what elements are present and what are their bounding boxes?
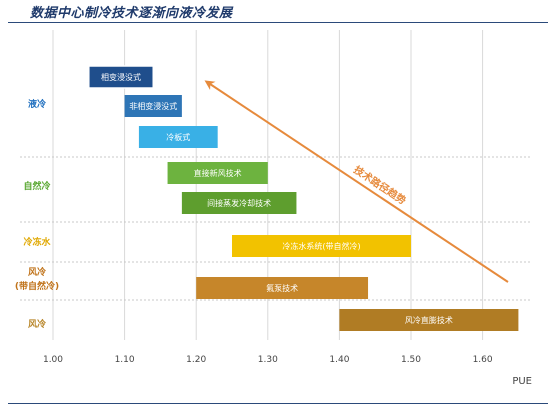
x-tick-label: 1.50 <box>401 355 421 365</box>
range-bar: 氟泵技术 <box>196 277 369 299</box>
range-bar-rect <box>124 95 182 117</box>
range-bar-rect <box>232 235 411 257</box>
range-bar-label: 直接新风技术 <box>194 168 242 178</box>
category-dividers <box>20 156 530 301</box>
x-tick-label: 1.20 <box>186 355 206 365</box>
category-label: 自然冷 <box>23 180 50 192</box>
range-bar: 冷冻水系统(带自然冷) <box>232 235 411 257</box>
x-tick-label: 1.40 <box>329 355 349 365</box>
x-tick-label: 1.60 <box>473 355 493 365</box>
range-bar-rect <box>339 309 519 331</box>
page-title: 数据中心制冷技术逐渐向液冷发展 <box>30 6 233 21</box>
range-bar: 相变浸没式 <box>88 65 154 89</box>
range-bar-rect <box>181 192 297 214</box>
range-bar: 直接新风技术 <box>167 162 268 184</box>
range-bar: 间接蒸发冷却技术 <box>181 192 297 214</box>
trend-arrow-label: 技术路径趋势 <box>351 163 408 207</box>
x-tick-label: 1.00 <box>43 355 63 365</box>
category-label: 风冷 <box>28 266 46 278</box>
range-bar-rect <box>196 277 369 299</box>
category-label: 冷冻水 <box>23 236 51 248</box>
range-bar-label: 风冷直膨技术 <box>405 315 453 325</box>
range-bar: 非相变浸没式 <box>124 95 182 117</box>
category-label: 液冷 <box>28 98 46 110</box>
x-tick-label: 1.30 <box>258 355 278 365</box>
range-bar-label: 非相变浸没式 <box>129 101 177 111</box>
range-bar-label: 相变浸没式 <box>101 72 141 82</box>
x-axis-title: PUE <box>512 376 532 387</box>
x-axis-ticks: 1.00 1.10 1.20 1.30 1.40 1.50 1.60 <box>43 355 493 365</box>
range-bar: 冷板式 <box>138 126 218 148</box>
category-label: 风冷 <box>28 318 46 330</box>
range-bar-rect <box>167 162 268 184</box>
range-bar-rect <box>138 126 218 148</box>
trend-arrow <box>204 80 509 283</box>
category-label: (带自然冷) <box>15 280 59 292</box>
title-divider <box>8 22 548 23</box>
range-bar-rect <box>88 65 154 89</box>
range-bar: 风冷直膨技术 <box>339 309 519 331</box>
bottom-divider <box>8 403 548 404</box>
x-tick-label: 1.10 <box>115 355 135 365</box>
range-bar-label: 冷冻水系统(带自然冷) <box>282 241 360 251</box>
range-bar-label: 间接蒸发冷却技术 <box>207 198 271 208</box>
range-bar-label: 冷板式 <box>166 132 190 142</box>
range-bar-label: 氟泵技术 <box>266 283 298 293</box>
